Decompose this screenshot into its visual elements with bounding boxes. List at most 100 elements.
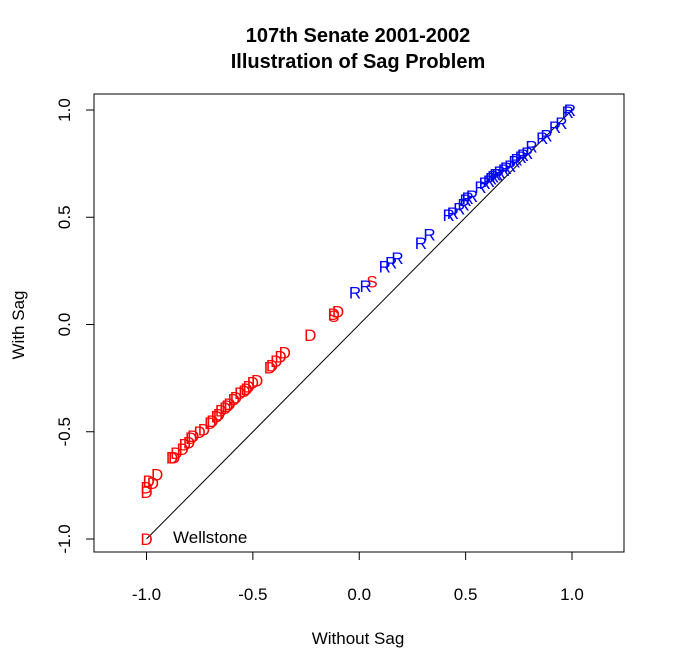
- point-D: D: [179, 436, 191, 455]
- point-R: R: [453, 200, 465, 219]
- data-points: DDDDDDDDDDDDDDDDDDDDDDDDDDDDDDDDDDDDDDDD…: [140, 101, 576, 549]
- point-R: R: [479, 174, 491, 193]
- point-R: R: [525, 137, 537, 156]
- point-D: D: [215, 401, 227, 420]
- point-D: D: [142, 472, 154, 491]
- point-R: R: [500, 159, 512, 178]
- point-D: D: [140, 479, 152, 498]
- point-D: D: [211, 408, 223, 427]
- point-R: R: [549, 118, 561, 137]
- point-D: D: [140, 530, 152, 549]
- point-D: D: [147, 474, 159, 493]
- point-D: D: [240, 380, 252, 399]
- x-tick-label: 0.0: [347, 585, 371, 604]
- y-tick-label: -1.0: [55, 524, 74, 553]
- point-D: D: [264, 358, 276, 377]
- point-D: D: [266, 356, 278, 375]
- point-R: R: [385, 253, 397, 272]
- chart-subtitle: Illustration of Sag Problem: [231, 51, 485, 73]
- point-R: R: [483, 172, 495, 191]
- x-axis-title: Without Sag: [312, 629, 405, 648]
- point-R: R: [459, 191, 471, 210]
- point-R: R: [521, 144, 533, 163]
- point-D: D: [187, 427, 199, 446]
- point-R: R: [457, 195, 469, 214]
- point-D: D: [151, 466, 163, 485]
- point-R: R: [515, 148, 527, 167]
- point-D: D: [219, 399, 231, 418]
- point-D: D: [328, 305, 340, 324]
- point-R: R: [489, 165, 501, 184]
- point-R: R: [491, 165, 503, 184]
- point-D: D: [168, 448, 180, 467]
- point-D: D: [279, 343, 291, 362]
- y-tick-label: 1.0: [55, 98, 74, 122]
- x-tick-label: 1.0: [560, 585, 584, 604]
- point-R: R: [474, 178, 486, 197]
- point-R: R: [564, 101, 576, 120]
- point-R: R: [511, 150, 523, 169]
- point-R: R: [442, 206, 454, 225]
- point-R: R: [423, 225, 435, 244]
- point-R: R: [466, 187, 478, 206]
- point-D: D: [194, 423, 206, 442]
- point-R: R: [555, 114, 567, 133]
- point-D: D: [238, 382, 250, 401]
- point-R: R: [504, 157, 516, 176]
- point-D: D: [228, 391, 240, 410]
- reference-line: [146, 109, 573, 540]
- point-R: R: [379, 258, 391, 277]
- point-D: D: [223, 395, 235, 414]
- x-tick-label: -1.0: [132, 585, 161, 604]
- point-R: R: [494, 163, 506, 182]
- point-R: R: [487, 167, 499, 186]
- point-R: R: [485, 170, 497, 189]
- point-D: D: [177, 440, 189, 459]
- point-D: D: [274, 348, 286, 367]
- y-tick-label: 0.5: [55, 205, 74, 229]
- point-D: D: [247, 373, 259, 392]
- y-tick-label: -0.5: [55, 417, 74, 446]
- wellstone-annotation: Wellstone: [173, 528, 247, 547]
- point-S: S: [328, 307, 339, 326]
- point-D: D: [183, 433, 195, 452]
- point-R: R: [359, 277, 371, 296]
- point-R: R: [391, 249, 403, 268]
- point-D: D: [140, 483, 152, 502]
- x-tick-label: 0.5: [454, 585, 478, 604]
- point-R: R: [349, 283, 361, 302]
- y-axis-title: With Sag: [9, 291, 28, 360]
- point-R: R: [508, 152, 520, 171]
- y-axis: -1.0 -0.5 0.0 0.5 1.0: [55, 98, 95, 554]
- x-tick-label: -0.5: [238, 585, 267, 604]
- point-D: D: [251, 371, 263, 390]
- point-D: D: [166, 448, 178, 467]
- x-axis: -1.0 -0.5 0.0 0.5 1.0: [132, 551, 584, 604]
- point-R: R: [462, 189, 474, 208]
- point-R: R: [447, 204, 459, 223]
- point-D: D: [332, 303, 344, 322]
- point-D: D: [304, 326, 316, 345]
- point-D: D: [185, 429, 197, 448]
- point-R: R: [562, 103, 574, 122]
- point-D: D: [213, 406, 225, 425]
- point-D: D: [170, 444, 182, 463]
- point-S: S: [366, 273, 377, 292]
- point-R: R: [517, 146, 529, 165]
- point-R: R: [498, 161, 510, 180]
- point-D: D: [230, 388, 242, 407]
- point-D: D: [204, 414, 216, 433]
- point-D: D: [221, 397, 233, 416]
- point-D: D: [198, 421, 210, 440]
- point-D: D: [270, 352, 282, 371]
- point-R: R: [415, 234, 427, 253]
- point-R: R: [540, 127, 552, 146]
- point-D: D: [206, 412, 218, 431]
- point-D: D: [242, 378, 254, 397]
- point-D: D: [234, 384, 246, 403]
- point-R: R: [536, 129, 548, 148]
- chart-title: 107th Senate 2001-2002: [246, 25, 471, 47]
- y-tick-label: 0.0: [55, 313, 74, 337]
